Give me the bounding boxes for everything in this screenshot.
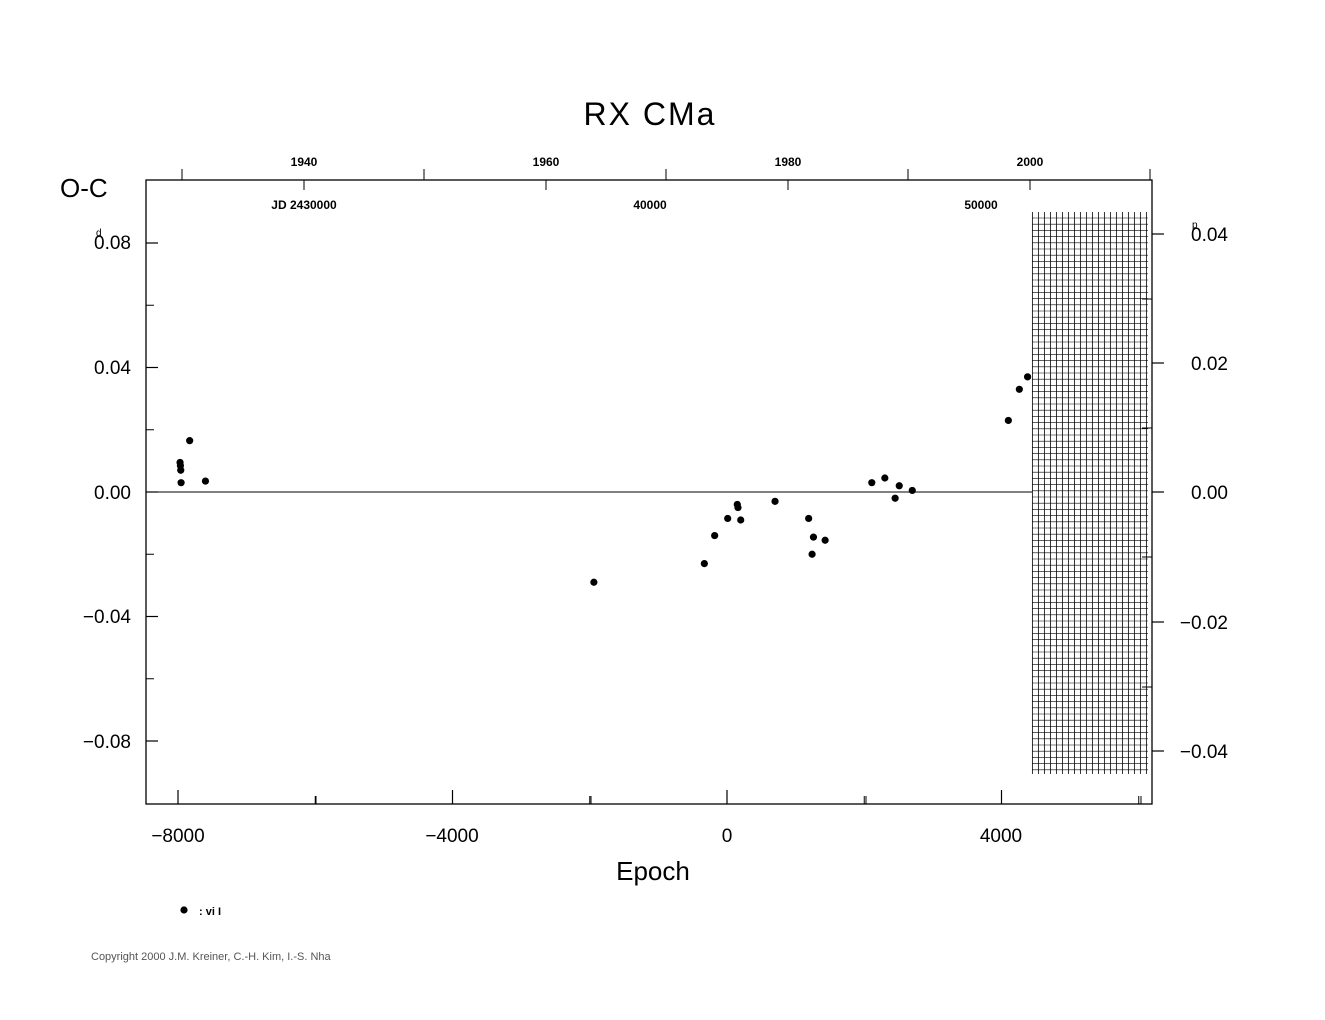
data-point (590, 578, 598, 586)
data-point (808, 550, 816, 558)
legend-marker (180, 906, 188, 914)
legend-label: : vi I (199, 906, 221, 918)
data-point (895, 482, 903, 490)
data-point (700, 559, 708, 568)
y-right-tick-label: −0.02 (1180, 613, 1228, 634)
y-left-tick-labels: 0.08 0.04 0.00 −0.04 −0.08 (83, 233, 132, 753)
data-point (711, 531, 719, 540)
data-point (1023, 373, 1032, 381)
data-point (1015, 385, 1023, 393)
y-right-tick-label: −0.04 (1180, 742, 1229, 763)
jd-label: 40000 (633, 198, 667, 212)
y-tick-label: −0.08 (83, 732, 131, 753)
data-point (805, 514, 813, 523)
x-tick-label: 4000 (980, 826, 1022, 847)
y-tick-label: 0.04 (94, 358, 131, 379)
year-tick-label: 1940 (291, 155, 318, 169)
data-points (176, 373, 1032, 586)
axis-ticks (146, 169, 1164, 804)
y-tick-label: 0.00 (94, 483, 131, 504)
x-axis-label: Epoch (616, 856, 690, 886)
data-point (771, 497, 779, 505)
x-tick-label: −4000 (425, 826, 478, 847)
top-year-labels: 1940 1960 1980 2000 (291, 155, 1044, 169)
data-point (821, 536, 829, 544)
jd-labels: JD 2430000 40000 50000 (271, 198, 998, 212)
y-right-tick-label: 0.02 (1191, 354, 1228, 375)
y-axis-label: O-C (60, 173, 108, 203)
x-tick-label: 0 (722, 826, 733, 847)
x-tick-labels: −8000 −4000 0 4000 (151, 826, 1022, 847)
data-point (891, 494, 899, 502)
year-tick-label: 2000 (1017, 155, 1044, 169)
year-tick-label: 1980 (775, 155, 802, 169)
y-right-unit: p (1192, 220, 1198, 231)
data-point (868, 479, 876, 487)
y-left-unit: d (96, 228, 102, 239)
y-right-tick-label: 0.04 (1191, 225, 1228, 246)
data-point (908, 486, 916, 495)
data-point (1004, 416, 1012, 425)
copyright-text: Copyright 2000 J.M. Kreiner, C.-H. Kim, … (91, 951, 332, 963)
y-right-tick-label: 0.00 (1191, 483, 1228, 504)
data-point (734, 503, 742, 512)
data-point (724, 514, 732, 523)
y-tick-label: −0.04 (83, 607, 132, 628)
y-tick-label: 0.08 (94, 233, 131, 254)
x-tick-label: −8000 (151, 826, 204, 847)
data-point (186, 437, 194, 445)
data-point (177, 479, 185, 487)
data-point (737, 516, 745, 524)
jd-label: 50000 (964, 198, 998, 212)
hatched-region (1031, 212, 1148, 774)
data-point (809, 533, 818, 541)
year-tick-label: 1960 (533, 155, 560, 169)
data-point (201, 477, 210, 485)
data-point (881, 474, 889, 482)
y-right-tick-labels: 0.04 0.02 0.00 −0.02 −0.04 (1180, 225, 1229, 763)
data-point (177, 466, 185, 474)
legend: : vi I (180, 906, 221, 918)
chart-title: RX CMa (584, 96, 717, 132)
jd-label: JD 2430000 (271, 198, 337, 212)
